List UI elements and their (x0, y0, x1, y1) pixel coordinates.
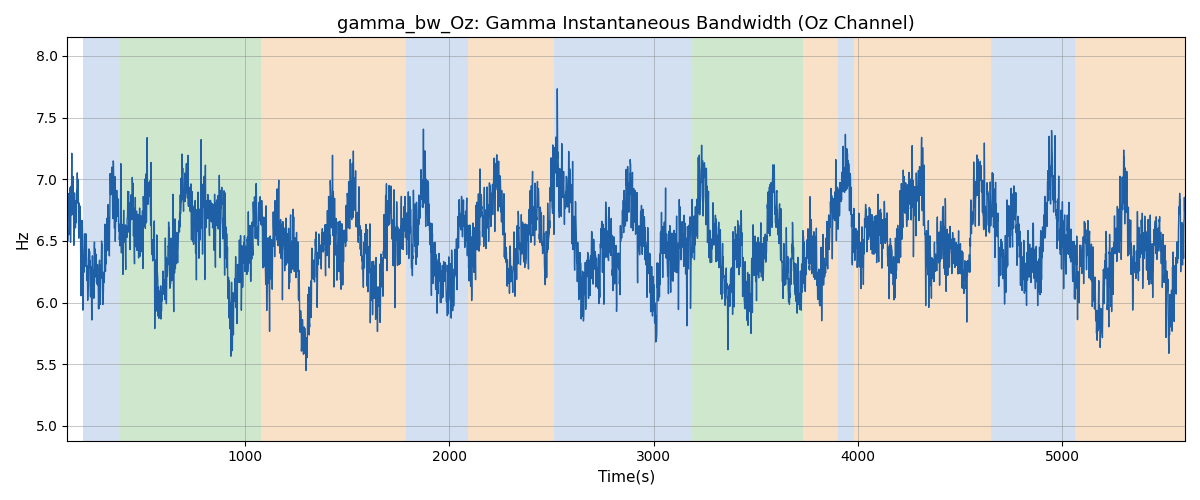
Bar (674, 38, 690, 440)
Bar (854, 38, 991, 440)
Bar (803, 38, 838, 440)
Bar (991, 38, 1075, 440)
Bar (120, 38, 262, 440)
Y-axis label: Hz: Hz (16, 230, 30, 249)
Bar (305, 38, 407, 440)
Bar (1075, 38, 1186, 440)
Bar (690, 38, 803, 440)
X-axis label: Time(s): Time(s) (598, 470, 655, 485)
Bar (262, 38, 305, 440)
Bar (553, 38, 660, 440)
Bar (660, 38, 674, 440)
Bar (838, 38, 854, 440)
Bar (468, 38, 553, 440)
Bar (407, 38, 468, 440)
Title: gamma_bw_Oz: Gamma Instantaneous Bandwidth (Oz Channel): gamma_bw_Oz: Gamma Instantaneous Bandwid… (337, 15, 916, 34)
Bar (83, 38, 120, 440)
